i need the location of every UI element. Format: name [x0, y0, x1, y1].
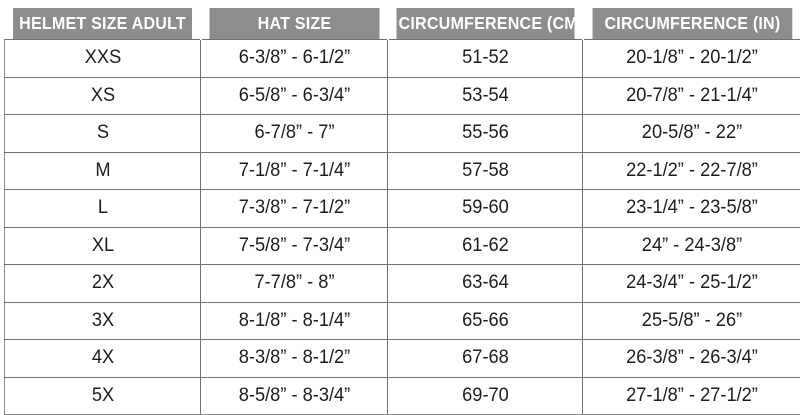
cell-circumference-cm: 57-58 [391, 152, 578, 190]
cell-helmet-size: XL [8, 227, 196, 265]
table-row: L 7-3/8” - 7-1/2” 59-60 23-1/4” - 23-5/8… [5, 190, 800, 228]
cell-helmet-size: XS [8, 77, 196, 115]
cell-circumference-in: 23-1/4” - 23-5/8” [587, 190, 796, 228]
cell-helmet-size: 5X [8, 377, 196, 415]
cell-helmet-size: S [8, 115, 196, 153]
cell-circumference-cm: 65-66 [391, 302, 578, 340]
cell-circumference-in: 24-3/4” - 25-1/2” [587, 265, 796, 303]
cell-circumference-in: 25-5/8” - 26” [587, 302, 796, 340]
table-row: 2X 7-7/8” - 8” 63-64 24-3/4” - 25-1/2” [5, 265, 800, 303]
table-row: S 6-7/8” - 7” 55-56 20-5/8” - 22” [5, 115, 800, 153]
cell-circumference-cm: 59-60 [391, 190, 578, 228]
cell-circumference-in: 20-7/8” - 21-1/4” [587, 77, 796, 115]
cell-circumference-cm: 55-56 [391, 115, 578, 153]
cell-circumference-cm: 61-62 [391, 227, 578, 265]
column-header-circumference-in: CIRCUMFERENCE (IN) [591, 8, 792, 40]
cell-helmet-size: M [8, 152, 196, 190]
cell-circumference-cm: 51-52 [391, 40, 578, 78]
cell-hat-size: 8-5/8” - 8-3/4” [204, 377, 384, 415]
helmet-size-chart-table: HELMET SIZE ADULT HAT SIZE CIRCUMFERENCE… [4, 8, 800, 415]
cell-circumference-in: 22-1/2” - 22-7/8” [587, 152, 796, 190]
cell-hat-size: 7-3/8” - 7-1/2” [204, 190, 384, 228]
table-row: M 7-1/8” - 7-1/4” 57-58 22-1/2” - 22-7/8… [5, 152, 800, 190]
cell-circumference-in: 26-3/8” - 26-3/4” [587, 340, 796, 378]
cell-hat-size: 6-3/8” - 6-1/2” [204, 40, 384, 78]
cell-circumference-cm: 69-70 [391, 377, 578, 415]
cell-circumference-cm: 53-54 [391, 77, 578, 115]
table-header: HELMET SIZE ADULT HAT SIZE CIRCUMFERENCE… [5, 8, 800, 40]
size-chart-container: HELMET SIZE ADULT HAT SIZE CIRCUMFERENCE… [0, 8, 800, 415]
cell-helmet-size: 2X [8, 265, 196, 303]
cell-hat-size: 7-5/8” - 7-3/4” [204, 227, 384, 265]
cell-helmet-size: XXS [8, 40, 196, 78]
cell-circumference-in: 20-1/8” - 20-1/2” [587, 40, 796, 78]
column-header-helmet-size: HELMET SIZE ADULT [12, 8, 192, 40]
table-row: 3X 8-1/8” - 8-1/4” 65-66 25-5/8” - 26” [5, 302, 800, 340]
table-body: XXS 6-3/8” - 6-1/2” 51-52 20-1/8” - 20-1… [5, 40, 800, 415]
cell-helmet-size: L [8, 190, 196, 228]
cell-circumference-in: 27-1/8” - 27-1/2” [587, 377, 796, 415]
cell-hat-size: 7-7/8” - 8” [204, 265, 384, 303]
cell-hat-size: 6-7/8” - 7” [204, 115, 384, 153]
cell-hat-size: 7-1/8” - 7-1/4” [204, 152, 384, 190]
column-header-circumference-cm: CIRCUMFERENCE (CM) [395, 8, 574, 40]
cell-hat-size: 8-3/8” - 8-1/2” [204, 340, 384, 378]
cell-circumference-in: 24” - 24-3/8” [587, 227, 796, 265]
cell-hat-size: 8-1/8” - 8-1/4” [204, 302, 384, 340]
cell-hat-size: 6-5/8” - 6-3/4” [204, 77, 384, 115]
table-row: 5X 8-5/8” - 8-3/4” 69-70 27-1/8” - 27-1/… [5, 377, 800, 415]
cell-helmet-size: 3X [8, 302, 196, 340]
table-row: XL 7-5/8” - 7-3/4” 61-62 24” - 24-3/8” [5, 227, 800, 265]
cell-circumference-in: 20-5/8” - 22” [587, 115, 796, 153]
table-row: XS 6-5/8” - 6-3/4” 53-54 20-7/8” - 21-1/… [5, 77, 800, 115]
cell-helmet-size: 4X [8, 340, 196, 378]
cell-circumference-cm: 67-68 [391, 340, 578, 378]
cell-circumference-cm: 63-64 [391, 265, 578, 303]
column-header-hat-size: HAT SIZE [208, 8, 380, 40]
table-row: 4X 8-3/8” - 8-1/2” 67-68 26-3/8” - 26-3/… [5, 340, 800, 378]
header-row: HELMET SIZE ADULT HAT SIZE CIRCUMFERENCE… [5, 8, 800, 40]
table-row: XXS 6-3/8” - 6-1/2” 51-52 20-1/8” - 20-1… [5, 40, 800, 78]
